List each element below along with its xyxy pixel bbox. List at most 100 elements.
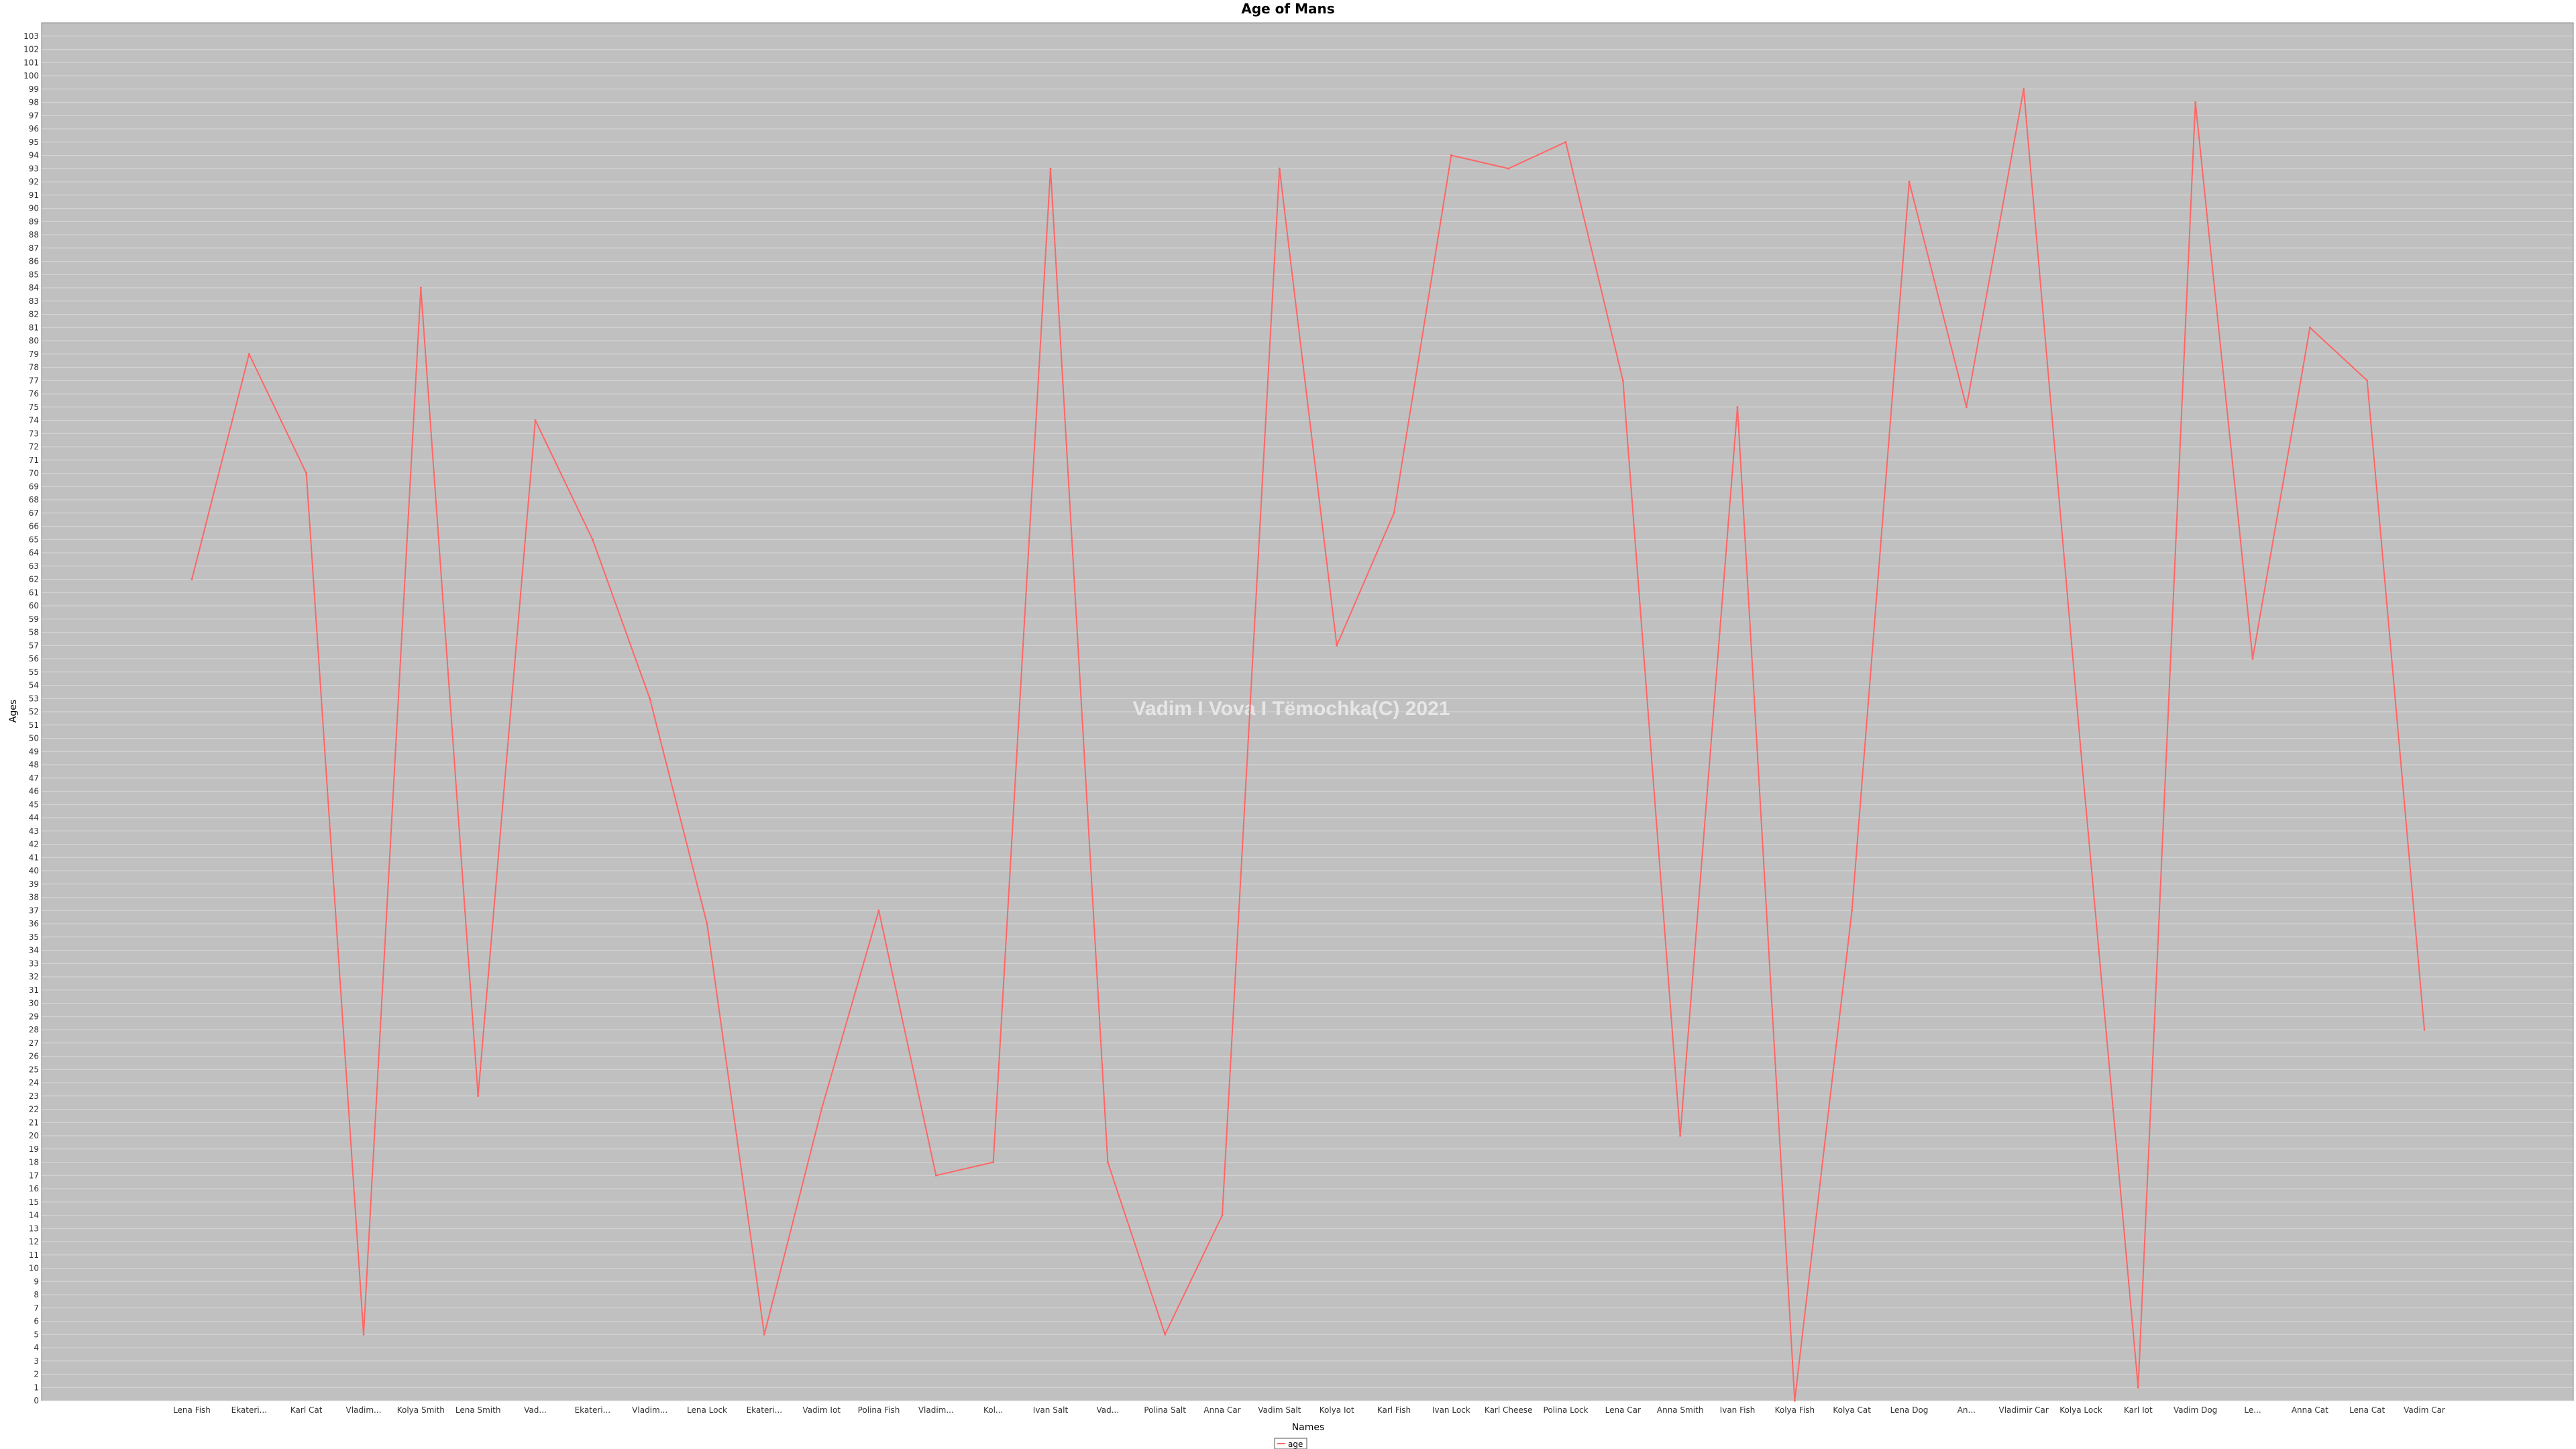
y-tick-label: 23 — [29, 1091, 39, 1101]
y-tick-label: 13 — [29, 1224, 39, 1233]
x-tick-label: Karl Iot — [2124, 1405, 2153, 1415]
y-tick-label: 43 — [29, 826, 39, 836]
y-tick-label: 25 — [29, 1065, 39, 1074]
y-tick-label: 97 — [29, 111, 39, 120]
y-tick-label: 7 — [34, 1303, 39, 1313]
x-tick-label: Kolya Fish — [1775, 1405, 1815, 1415]
y-tick-label: 47 — [29, 773, 39, 783]
line-segment — [305, 473, 364, 1335]
data-point — [763, 1333, 765, 1336]
line-segment — [649, 698, 708, 924]
data-point — [591, 538, 594, 541]
y-tick-label: 37 — [29, 906, 39, 915]
x-tick-label: Anna Cat — [2292, 1405, 2328, 1415]
x-tick-label: Karl Cat — [290, 1405, 323, 1415]
x-tick-label: Ivan Fish — [1720, 1405, 1756, 1415]
y-tick-label: 76 — [29, 389, 39, 398]
line-segment — [1565, 142, 1624, 381]
data-point — [2366, 379, 2369, 382]
y-tick-label: 93 — [29, 164, 39, 173]
line-segment — [420, 287, 479, 1096]
data-point — [534, 419, 537, 421]
y-tick-label: 33 — [29, 959, 39, 968]
y-tick-label: 90 — [29, 204, 39, 213]
y-tick-label: 94 — [29, 151, 39, 160]
y-tick-label: 17 — [29, 1171, 39, 1180]
data-point — [1679, 1134, 1682, 1137]
y-tick-label: 69 — [29, 482, 39, 491]
chart-title: Age of Mans — [1241, 1, 1334, 17]
line-segment — [592, 539, 651, 699]
y-tick-label: 85 — [29, 270, 39, 279]
data-point — [2080, 750, 2082, 753]
line-segment — [1451, 154, 1509, 170]
y-tick-label: 19 — [29, 1144, 39, 1154]
x-tick-label: Lena Dog — [1890, 1405, 1929, 1415]
y-tick-label: 100 — [23, 71, 39, 80]
y-tick-label: 83 — [29, 297, 39, 306]
y-tick-label: 73 — [29, 429, 39, 438]
x-tick-label: Le... — [2244, 1405, 2261, 1415]
y-tick-label: 12 — [29, 1237, 39, 1246]
y-tick-label: 15 — [29, 1197, 39, 1207]
y-tick-label: 61 — [29, 588, 39, 597]
y-tick-label: 2 — [34, 1370, 39, 1379]
y-tick-label: 4 — [34, 1343, 39, 1352]
y-tick-label: 102 — [23, 45, 39, 54]
x-tick-label: Karl Cheese — [1485, 1405, 1532, 1415]
line-segment — [1279, 168, 1338, 646]
watermark: Vadim I Vova I Tëmochka(C) 2021 — [1133, 698, 1450, 720]
y-tick-label: 3 — [34, 1356, 39, 1366]
y-tick-label: 79 — [29, 350, 39, 359]
data-point — [992, 1161, 995, 1163]
data-point — [2137, 1386, 2139, 1389]
line-segment — [763, 1109, 822, 1335]
x-tick-label: Lena Smith — [455, 1405, 501, 1415]
y-tick-label: 96 — [29, 124, 39, 133]
line-segment — [1851, 181, 1910, 911]
y-tick-label: 31 — [29, 985, 39, 995]
y-tick-label: 87 — [29, 244, 39, 253]
y-tick-label: 74 — [29, 416, 39, 425]
y-tick-label: 14 — [29, 1211, 39, 1220]
data-point — [1851, 909, 1854, 912]
line-segment — [1508, 141, 1566, 170]
data-point — [2423, 1028, 2426, 1031]
y-tick-label: 16 — [29, 1184, 39, 1193]
x-tick-label: Ivan Lock — [1432, 1405, 1470, 1415]
line-segment — [1622, 380, 1681, 1136]
x-tick-label: Vladim... — [918, 1405, 954, 1415]
line-segment — [1050, 168, 1109, 1163]
y-tick-label: 95 — [29, 138, 39, 147]
y-tick-label: 57 — [29, 641, 39, 650]
y-tick-label: 8 — [34, 1290, 39, 1299]
y-tick-label: 91 — [29, 191, 39, 200]
gridlines — [42, 36, 2573, 1401]
y-tick-label: 64 — [29, 548, 39, 557]
data-point — [820, 1108, 823, 1110]
y-tick-label: 72 — [29, 442, 39, 451]
y-tick-label: 26 — [29, 1052, 39, 1061]
line-segment — [2252, 327, 2311, 659]
data-point — [1393, 512, 1395, 515]
line-segment — [1393, 155, 1452, 513]
legend: age — [1274, 1438, 1307, 1449]
x-tick-label: Ekateri... — [231, 1405, 267, 1415]
data-point — [248, 353, 250, 356]
data-point — [362, 1333, 365, 1336]
y-tick-label: 98 — [29, 98, 39, 107]
y-tick-label: 71 — [29, 455, 39, 465]
data-point — [191, 578, 193, 580]
data-point — [1621, 379, 1624, 382]
x-tick-label: Anna Car — [1203, 1405, 1240, 1415]
y-tick-label: 81 — [29, 323, 39, 332]
y-tick-label: 63 — [29, 561, 39, 571]
y-tick-label: 44 — [29, 813, 39, 822]
line-segment — [2137, 102, 2196, 1388]
line-segment — [2366, 380, 2425, 1030]
line-segment — [1336, 513, 1395, 646]
line-segment — [535, 420, 594, 540]
x-tick-label: Lena Cat — [2349, 1405, 2385, 1415]
data-point — [934, 1174, 937, 1177]
